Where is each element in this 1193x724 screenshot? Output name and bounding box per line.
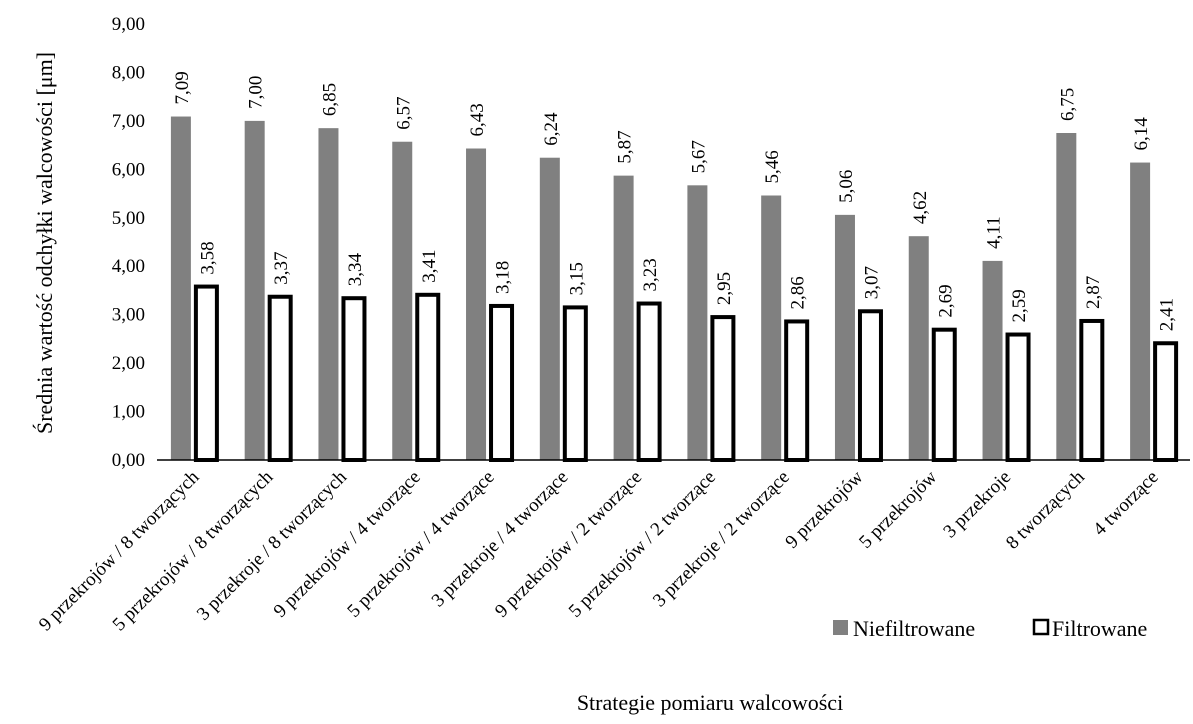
- y-tick-label: 2,00: [112, 353, 145, 374]
- bar-filtrowane: [1005, 332, 1031, 463]
- bar-niefiltrowane: [908, 236, 929, 460]
- data-label-filtrowane: 2,69: [935, 284, 956, 317]
- y-tick-label: 0,00: [112, 450, 145, 471]
- bar-niefiltrowane: [687, 185, 708, 460]
- legend: Niefiltrowane Filtrowane: [833, 616, 1147, 641]
- x-tick-label: 3 przekroje / 4 tworzące: [428, 467, 573, 612]
- y-tick-label: 4,00: [112, 256, 145, 277]
- bar-filtrowane: [193, 284, 219, 462]
- bar-niefiltrowane: [170, 116, 191, 460]
- x-tick-label: 9 przekrojów / 2 tworzące: [491, 467, 646, 622]
- data-label-niefiltrowane: 6,14: [1131, 117, 1152, 151]
- bar-filtrowane: [857, 309, 883, 462]
- data-label-filtrowane: 2,59: [1009, 289, 1030, 322]
- data-label-filtrowane: 2,95: [714, 272, 735, 305]
- bar-filtrowane: [415, 292, 441, 462]
- x-tick-label: 3 przekroje / 2 tworzące: [649, 467, 794, 612]
- data-label-filtrowane: 3,41: [419, 250, 440, 283]
- bar-niefiltrowane: [244, 120, 265, 460]
- data-label-niefiltrowane: 6,24: [541, 112, 562, 146]
- x-tick-label: 5 przekrojów / 2 tworzące: [565, 467, 720, 622]
- data-label-niefiltrowane: 7,00: [246, 76, 267, 109]
- data-label-filtrowane: 3,18: [493, 261, 514, 294]
- data-label-niefiltrowane: 5,67: [688, 140, 709, 173]
- bar-niefiltrowane: [392, 141, 413, 460]
- data-label-niefiltrowane: 5,87: [615, 130, 636, 163]
- y-tick-label: 3,00: [112, 305, 145, 326]
- x-tick-label: 3 przekroje / 8 tworzących: [193, 466, 351, 624]
- x-tick-label: 5 przekrojów / 4 tworzące: [343, 467, 498, 622]
- bar-filtrowane: [267, 294, 293, 462]
- bar-filtrowane: [562, 305, 588, 462]
- bar-niefiltrowane: [613, 175, 634, 460]
- x-tick-label: 4 tworzące: [1089, 467, 1162, 540]
- y-axis-title: Średnia wartość odchyłki walcowości [μm]: [32, 52, 57, 434]
- bar-niefiltrowane: [761, 195, 782, 460]
- data-label-filtrowane: 3,34: [345, 252, 366, 286]
- y-tick-label: 6,00: [112, 159, 145, 180]
- bar-filtrowane: [1079, 318, 1105, 462]
- y-tick-label: 7,00: [112, 111, 145, 132]
- bar-niefiltrowane: [834, 214, 855, 460]
- data-label-niefiltrowane: 6,85: [319, 83, 340, 116]
- data-label-filtrowane: 3,15: [566, 262, 587, 295]
- bar-niefiltrowane: [982, 260, 1003, 460]
- data-label-niefiltrowane: 6,75: [1057, 88, 1078, 121]
- y-tick-label: 9,00: [112, 14, 145, 35]
- legend-label-filtrowane: Filtrowane: [1052, 616, 1147, 641]
- data-label-filtrowane: 2,41: [1157, 298, 1178, 331]
- data-label-filtrowane: 3,23: [640, 258, 661, 291]
- bar-filtrowane: [710, 315, 736, 463]
- bar-niefiltrowane: [1056, 133, 1077, 460]
- bar-niefiltrowane: [1130, 162, 1151, 460]
- bars: [170, 116, 1179, 463]
- data-label-niefiltrowane: 4,11: [984, 216, 1005, 249]
- x-tick-label: 8 tworzących: [1002, 466, 1089, 553]
- data-label-filtrowane: 3,07: [861, 266, 882, 299]
- x-tick-label: 5 przekrojów: [855, 466, 941, 552]
- bar-filtrowane: [784, 319, 810, 462]
- data-label-niefiltrowane: 5,46: [762, 150, 783, 183]
- data-label-filtrowane: 2,86: [788, 276, 809, 309]
- x-tick-label: 3 przekroje: [939, 467, 1015, 543]
- bar-niefiltrowane: [466, 148, 487, 460]
- data-label-filtrowane: 2,87: [1083, 276, 1104, 309]
- bar-filtrowane: [341, 296, 367, 462]
- x-tick-label: 9 przekrojów: [781, 466, 867, 552]
- bar-filtrowane: [489, 303, 515, 462]
- x-axis-title: Strategie pomiaru walcowości: [577, 690, 843, 715]
- data-label-niefiltrowane: 6,43: [467, 103, 488, 136]
- data-labels: 7,09 3,58 7,00 3,37 6,85 3,34 6,57 3,41 6,43 3,18…: [172, 71, 1178, 331]
- bar-filtrowane: [636, 301, 662, 462]
- y-axis-ticks: 0,00 1,00 2,00 3,00 4,00 5,00 6,00 7,00 8,00 9,00: [112, 14, 145, 471]
- legend-swatch-niefiltrowane: [833, 620, 848, 635]
- bar-niefiltrowane: [318, 128, 339, 460]
- legend-label-niefiltrowane: Niefiltrowane: [853, 616, 975, 641]
- data-label-niefiltrowane: 4,62: [910, 191, 931, 224]
- y-tick-label: 5,00: [112, 208, 145, 229]
- y-tick-label: 8,00: [112, 62, 145, 83]
- bar-filtrowane: [931, 327, 957, 462]
- bar-niefiltrowane: [539, 157, 560, 460]
- data-label-niefiltrowane: 6,57: [393, 96, 414, 129]
- data-label-niefiltrowane: 5,06: [836, 170, 857, 203]
- x-tick-label: 9 przekrojów / 4 tworzące: [270, 467, 425, 622]
- data-label-filtrowane: 3,58: [197, 241, 218, 274]
- bar-filtrowane: [1153, 341, 1179, 463]
- y-tick-label: 1,00: [112, 402, 145, 423]
- legend-swatch-filtrowane: [1032, 618, 1050, 636]
- data-label-filtrowane: 3,37: [271, 251, 292, 284]
- data-label-niefiltrowane: 7,09: [172, 71, 193, 104]
